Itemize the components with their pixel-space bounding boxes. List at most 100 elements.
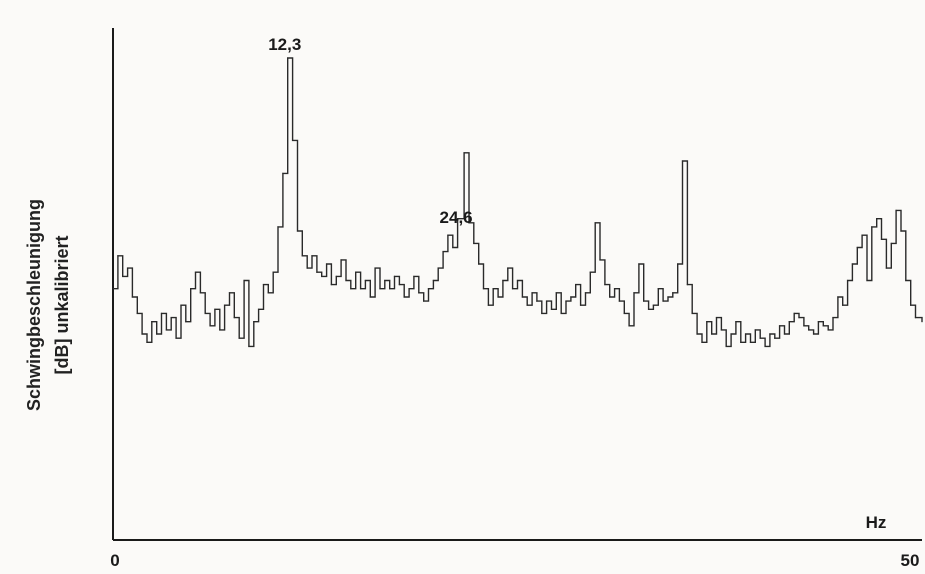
data-point [783, 333, 786, 335]
data-point [803, 325, 805, 327]
y-axis-title-line-2: [dB] unkalibriert [52, 235, 72, 374]
data-point [224, 304, 226, 306]
data-point [408, 288, 410, 290]
data-point [866, 279, 868, 282]
y-axis-title-line-1: Schwingbeschleunigung [24, 199, 44, 411]
data-point [214, 308, 216, 310]
label-layer: Schwingbeschleunigung [dB] unkalibriert … [24, 35, 919, 570]
data-point [890, 242, 892, 244]
data-point [788, 321, 790, 323]
data-point [427, 288, 430, 290]
data-point [194, 271, 197, 273]
data-point [580, 304, 582, 306]
data-point [457, 218, 459, 220]
data-point [769, 333, 771, 335]
data-point [745, 333, 747, 335]
data-point [296, 230, 299, 232]
data-point [141, 333, 143, 335]
data-point [798, 317, 800, 319]
data-point [345, 279, 347, 282]
data-point [379, 288, 381, 290]
data-point [594, 222, 596, 224]
data-point [614, 288, 616, 290]
data-point [861, 234, 863, 236]
data-point [262, 284, 265, 286]
data-point [452, 246, 454, 249]
peak-annotation: 12,3 [268, 35, 301, 54]
data-point [754, 329, 756, 331]
data-point [468, 222, 470, 224]
data-point [696, 333, 698, 335]
data-point [156, 333, 158, 335]
data-point [817, 321, 820, 323]
data-point [885, 267, 888, 269]
data-point [691, 312, 693, 314]
data-point [749, 341, 752, 343]
data-point [369, 296, 371, 298]
x-axis-unit-label: Hz [866, 513, 887, 532]
axes [112, 28, 922, 541]
data-point [160, 312, 163, 314]
data-point [393, 275, 396, 277]
data-point [228, 292, 231, 294]
data-point [413, 275, 415, 277]
data-point [340, 259, 342, 261]
data-point [180, 304, 182, 306]
data-point [662, 300, 664, 302]
data-point [316, 271, 318, 273]
data-point [146, 341, 148, 343]
data-point [442, 251, 444, 253]
data-point [447, 234, 449, 236]
data-point [779, 325, 781, 327]
data-point [403, 296, 405, 298]
data-point [516, 279, 519, 282]
peak-annotation: 24,6 [440, 208, 473, 227]
data-point [847, 279, 849, 282]
data-point [487, 304, 489, 306]
data-point [876, 218, 878, 220]
data-point [735, 321, 737, 323]
data-point [895, 209, 897, 211]
data-point [555, 292, 557, 294]
data-point [321, 275, 323, 277]
data-point [672, 292, 674, 294]
data-point [832, 317, 834, 319]
data-point [418, 292, 420, 294]
data-point [272, 271, 274, 273]
data-point [277, 226, 279, 228]
data-point [648, 308, 650, 310]
data-point [686, 284, 689, 286]
data-point [127, 267, 129, 269]
x-tick-label: 0 [110, 551, 119, 569]
data-point [165, 329, 167, 331]
data-point [856, 246, 858, 249]
data-point [497, 296, 499, 298]
data-point [219, 329, 221, 331]
data-point [570, 296, 572, 298]
data-point [136, 312, 138, 314]
data-point [740, 341, 742, 343]
data-point [374, 267, 376, 269]
data-point [623, 312, 625, 314]
data-point [185, 321, 187, 323]
data-point [560, 312, 562, 314]
data-point [677, 263, 679, 265]
data-point [827, 329, 829, 331]
data-point [292, 139, 294, 141]
data-point [282, 172, 284, 174]
data-point [258, 308, 260, 310]
data-point [122, 275, 124, 277]
data-point [921, 321, 923, 323]
data-point [437, 267, 439, 269]
spectrum-series-line [113, 57, 923, 348]
data-point [478, 263, 480, 265]
data-point [871, 226, 873, 228]
data-point [233, 317, 235, 319]
data-point [759, 337, 761, 339]
data-point [117, 255, 119, 257]
data-point [851, 263, 854, 265]
data-point [190, 288, 192, 290]
data-point [199, 292, 201, 294]
data-point [330, 284, 332, 286]
